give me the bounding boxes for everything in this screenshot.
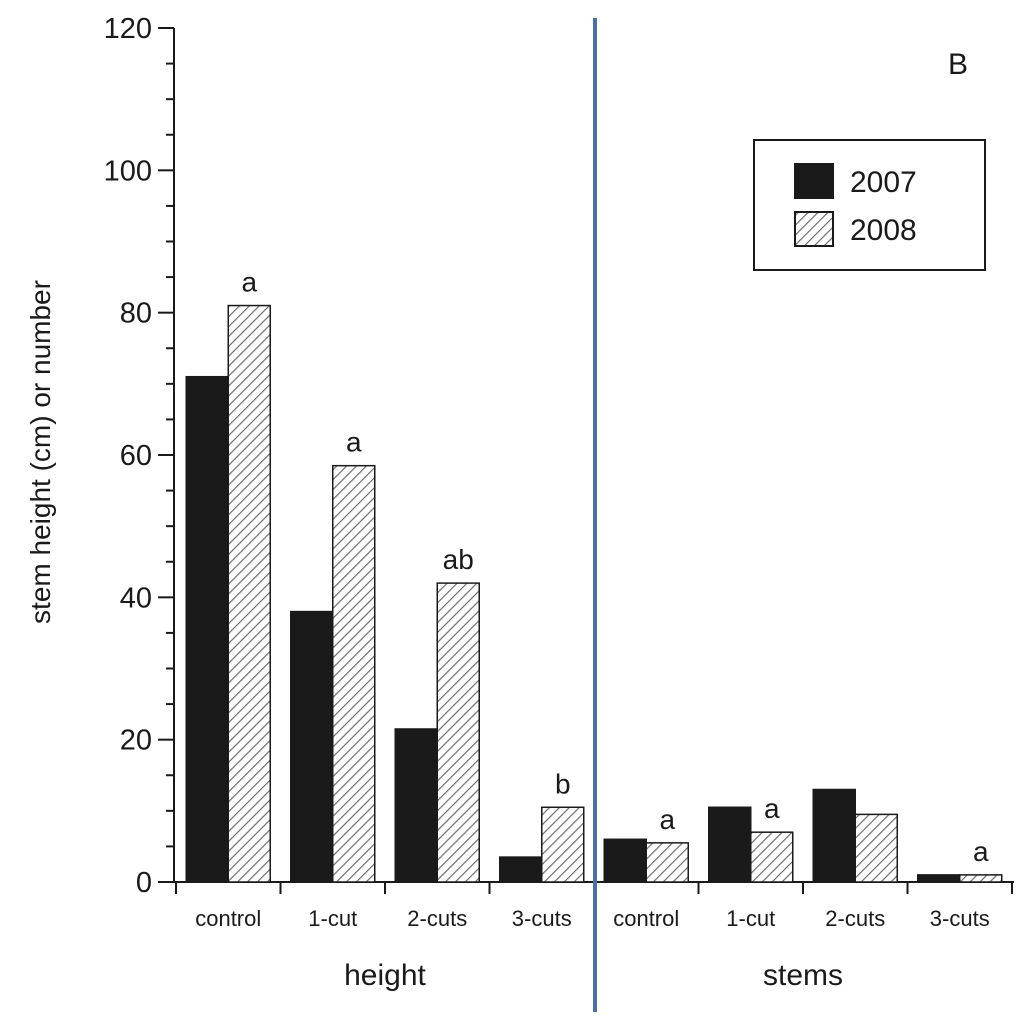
legend-swatch-2007 — [794, 163, 834, 199]
y-tick-label: 40 — [120, 582, 152, 614]
x-category-label: 2-cuts — [407, 906, 467, 931]
significance-label: a — [973, 836, 989, 867]
bar-2007 — [185, 375, 229, 883]
significance-label: ab — [443, 544, 474, 575]
group-label: stems — [763, 959, 843, 992]
legend-label-2007: 2007 — [850, 166, 917, 199]
y-tick-label: 80 — [120, 298, 152, 330]
bar-2007 — [394, 728, 438, 883]
significance-label: a — [346, 427, 362, 458]
significance-label: a — [764, 793, 780, 824]
bar-2008 — [227, 304, 271, 883]
y-tick-label: 100 — [104, 155, 152, 187]
significance-label: b — [555, 768, 571, 799]
panel-label: B — [948, 48, 968, 81]
y-tick-label: 60 — [120, 440, 152, 472]
bar-2008 — [854, 813, 898, 883]
bar-2007 — [708, 806, 752, 883]
bar-2008 — [750, 831, 794, 883]
bar-2007 — [290, 610, 334, 883]
y-tick-label: 0 — [136, 867, 152, 899]
bar-2008 — [645, 842, 689, 883]
group-label: height — [344, 959, 426, 992]
legend-label-2008: 2008 — [850, 214, 917, 247]
bar-2008 — [332, 464, 376, 883]
significance-label: a — [241, 267, 257, 298]
y-tick-label: 120 — [104, 13, 152, 45]
x-category-label: 3-cuts — [512, 906, 572, 931]
y-tick-label: 20 — [120, 725, 152, 757]
legend-swatch-2008 — [794, 211, 834, 247]
bar-2007 — [603, 838, 647, 883]
bar-2007 — [812, 788, 856, 883]
x-category-label: 2-cuts — [825, 906, 885, 931]
bar-2008 — [436, 582, 480, 883]
x-category-label: control — [613, 906, 679, 931]
x-category-label: 1-cut — [308, 906, 357, 931]
x-category-label: control — [195, 906, 261, 931]
labels: 0 20 40 60 80 100 120 a control a 1-cut ab 2-cuts b 3-… — [104, 13, 990, 992]
bar-2007 — [499, 856, 543, 883]
y-axis-title: stem height (cm) or number — [25, 280, 56, 624]
bar-2008 — [541, 806, 585, 883]
legend-box — [753, 139, 986, 271]
bar-2008 — [959, 874, 1003, 883]
legend: 2007 2008 — [753, 139, 986, 271]
bar-2007 — [917, 874, 961, 883]
x-category-label: 3-cuts — [930, 906, 990, 931]
bars — [185, 304, 1003, 883]
significance-label: a — [659, 804, 675, 835]
x-category-label: 1-cut — [726, 906, 775, 931]
